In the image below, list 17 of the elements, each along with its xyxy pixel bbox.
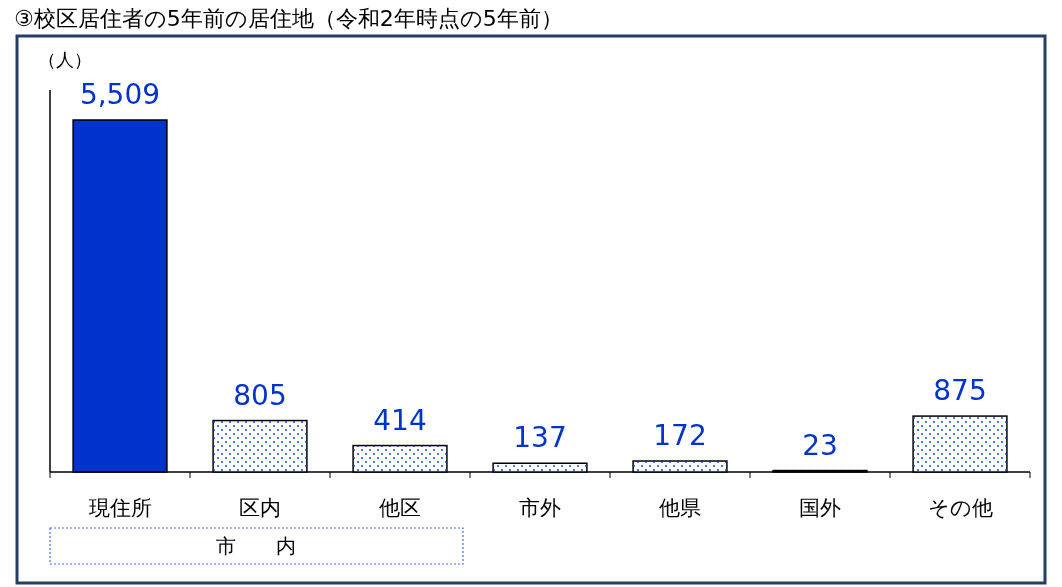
chart-title: ③校区居住者の5年前の居住地（令和2年時点の5年前） <box>14 6 563 31</box>
x-tick-label: 市外 <box>519 496 561 520</box>
data-label: 414 <box>373 403 427 437</box>
data-label: 172 <box>653 419 707 453</box>
data-label: 805 <box>233 378 287 412</box>
x-tick-label: 区内 <box>239 496 281 520</box>
data-label: 5,509 <box>79 78 161 111</box>
x-tick-label: 国外 <box>799 496 841 520</box>
text: 市 内 <box>216 534 296 558</box>
x-tick-label: 現住所 <box>88 496 152 520</box>
x-tick-label: その他 <box>927 496 993 520</box>
y-axis-title: （人） <box>38 49 92 70</box>
x-tick-label: 他区 <box>379 496 421 520</box>
x-tick-label: 他県 <box>659 496 701 520</box>
data-label: 23 <box>802 428 838 462</box>
data-label: 137 <box>513 421 567 455</box>
data-label: 875 <box>933 374 987 408</box>
